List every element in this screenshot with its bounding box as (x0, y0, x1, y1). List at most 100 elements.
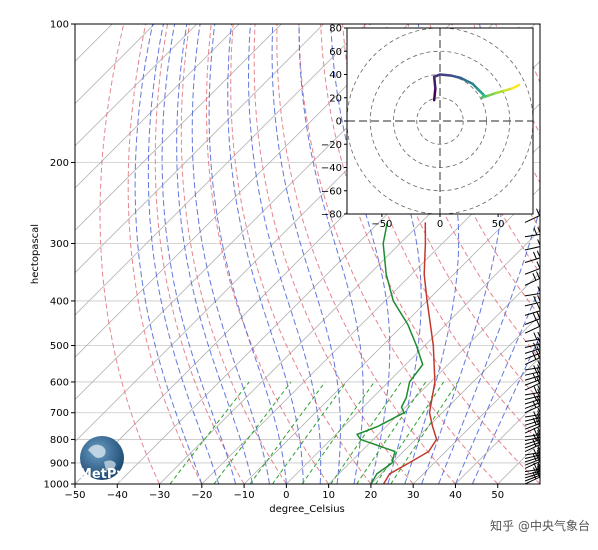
wind-barb (524, 419, 540, 434)
dry-adiabat (127, 24, 203, 484)
mixing-ratio-line (169, 381, 250, 484)
mixing-ratio-line (301, 381, 375, 484)
moist-adiabat (471, 335, 540, 484)
dry-adiabat (180, 24, 287, 484)
wind-barb (524, 311, 540, 325)
x-tick-label: −10 (234, 490, 255, 501)
x-tick-label: 10 (322, 490, 335, 501)
hodograph-y-tick-label: 60 (329, 47, 342, 58)
mixing-ratio-line (272, 381, 347, 484)
hodograph-trace (432, 73, 521, 102)
dry-adiabat (583, 24, 598, 484)
isotherm-line (75, 24, 409, 358)
isotherm-line (412, 356, 540, 484)
wind-barb (524, 437, 540, 452)
wind-barb (524, 208, 540, 223)
dry-adiabat (230, 24, 372, 484)
hodograph-segment (432, 87, 437, 102)
hodograph-segment (502, 87, 514, 93)
y-tick-label: 800 (50, 435, 69, 446)
moist-adiabat (438, 206, 540, 484)
x-tick-label: 0 (283, 490, 289, 501)
hodograph-zero-lines (347, 28, 533, 214)
moist-adiabat (161, 24, 237, 484)
metpy-logo: MetPy (79, 436, 126, 482)
hodograph-y-tick-label: −60 (321, 186, 342, 197)
x-tick-label: 20 (365, 490, 378, 501)
y-tick-label: 900 (50, 458, 69, 469)
y-axis-label: hectopascal (30, 224, 41, 284)
moist-adiabat (455, 285, 540, 484)
metpy-logo-text: MetPy (79, 467, 126, 482)
dry-adiabat (154, 24, 245, 484)
hodograph-y-tick-label: 20 (329, 93, 342, 104)
moist-adiabat (134, 24, 203, 484)
hodograph-y-tick-label: 40 (329, 70, 342, 81)
moist-adiabat (247, 24, 322, 484)
wind-barb (524, 261, 540, 275)
isotherm-gridlines (75, 24, 540, 484)
mixing-ratio-line (375, 381, 445, 484)
isotherm-line (539, 483, 540, 484)
dry-adiabat (342, 24, 540, 444)
hodograph-inset: −80 −60 −40 −20 0 20 40 60 80 −50 0 50 (321, 24, 534, 230)
hodograph-x-tick-labels: −50 0 50 (371, 214, 504, 230)
hodograph-y-tick-label: 80 (329, 24, 342, 35)
wind-barb (524, 319, 540, 334)
hodograph-segment (432, 75, 437, 90)
x-tick-label: −20 (191, 490, 212, 501)
isotherm-line (455, 398, 540, 484)
isotherm-line (201, 145, 540, 484)
y-tick-label: 700 (50, 408, 69, 419)
x-tick-labels: −50 −40 −30 −20 −10 0 10 20 30 40 50 (64, 484, 504, 501)
dry-adiabat (99, 24, 160, 484)
wind-barb (524, 452, 540, 466)
mixing-ratio-line (213, 381, 292, 484)
isotherm-line (75, 24, 155, 105)
y-tick-label: 500 (50, 341, 69, 352)
hodograph-segment (494, 89, 506, 95)
x-axis-label: degree_Celsius (269, 504, 345, 515)
hodograph-x-tick-label: 0 (437, 219, 443, 230)
y-tick-label: 300 (50, 239, 69, 250)
moist-adiabat (271, 24, 341, 484)
wind-barb (524, 346, 540, 360)
mixing-ratio-line (249, 381, 326, 484)
moist-adiabat (227, 24, 304, 484)
isotherm-line (328, 272, 540, 484)
isotherm-line (370, 314, 540, 484)
x-tick-label: −40 (107, 490, 128, 501)
hodograph-x-tick-label: −50 (371, 219, 392, 230)
dewpoint-profile (355, 222, 424, 484)
dry-adiabat (538, 24, 540, 27)
x-tick-label: 50 (491, 490, 504, 501)
temperature-profile (382, 222, 438, 484)
isotherm-line (243, 187, 540, 484)
wind-barb (524, 271, 540, 286)
wind-barb (524, 435, 540, 449)
dry-adiabat (206, 24, 330, 484)
isotherm-line (75, 24, 367, 316)
moist-adiabat (298, 24, 364, 484)
hodograph-segment (450, 74, 463, 80)
hodograph-y-tick-label: −40 (321, 163, 342, 174)
y-tick-label: 100 (50, 20, 69, 31)
x-tick-label: 30 (407, 490, 420, 501)
hodograph-y-tick-label: 0 (336, 117, 342, 128)
moist-adiabat (208, 24, 287, 484)
profile-lines (355, 222, 438, 484)
mixing-ratio-line (390, 381, 459, 484)
isobar-gridlines (75, 24, 540, 484)
mixing-ratio-lines (169, 381, 459, 484)
dry-adiabat (561, 24, 598, 484)
hodograph-segment (464, 79, 474, 86)
isotherm-line (75, 24, 324, 274)
x-tick-label: −50 (64, 490, 85, 501)
watermark-credit: 知乎 @中央气象台 (490, 518, 590, 533)
dry-adiabat (298, 24, 499, 484)
x-tick-label: 40 (449, 490, 462, 501)
y-tick-label: 1000 (44, 480, 69, 491)
hodograph-y-tick-label: −80 (321, 210, 342, 221)
hodograph-ring (416, 97, 464, 145)
